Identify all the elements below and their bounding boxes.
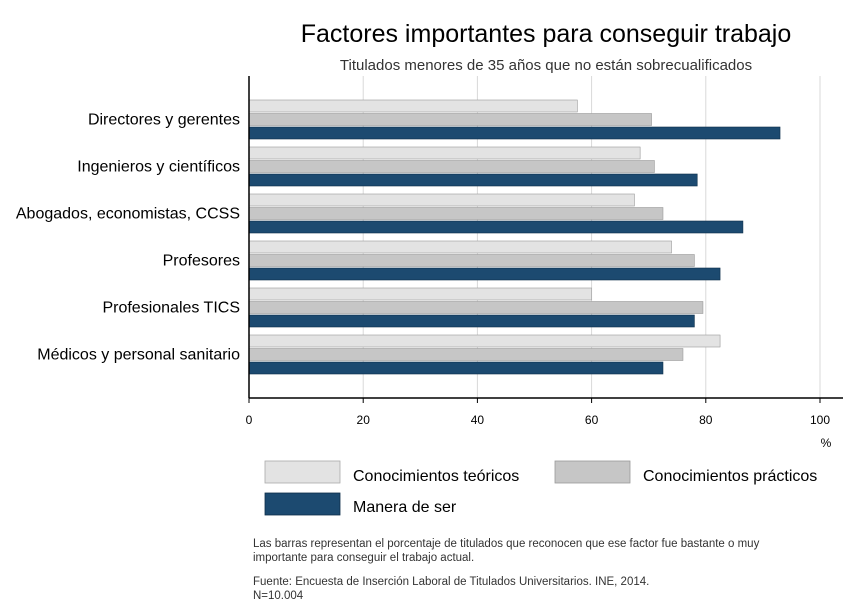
legend-label-manera: Manera de ser [353,499,457,516]
legend: Conocimientos teóricos Conocimientos prá… [264,460,817,516]
bar-ingenieros-y-cientificos-conocimientos-practicos [248,160,655,173]
x-tick-label-100: 100 [810,413,830,427]
bar-profesores-manera-de-ser [248,267,721,281]
category-label-directores-y-gerentes: Directores y gerentes [88,112,240,129]
category-label-abogados-economistas-ccss: Abogados, economistas, CCSS [16,206,240,223]
category-labels: Directores y gerentes Ingenieros y cientí… [16,112,240,364]
source-line-2: N=10.004 [253,590,304,602]
footnotes: Las barras representan el porcentaje de … [253,538,760,602]
bar-ingenieros-y-cientificos-conocimientos-teoricos [248,146,641,160]
bar-profesionales-tics-manera-de-ser [248,314,695,328]
category-label-ingenieros-y-cientificos: Ingenieros y científicos [77,159,240,176]
legend-swatch-manera [264,492,341,516]
bars [248,99,781,375]
bar-directores-y-gerentes-manera-de-ser [248,126,781,140]
chart-subtitle: Titulados menores de 35 años que no está… [340,57,752,74]
x-tick-label-40: 40 [471,413,485,427]
note-line-1: Las barras representan el porcentaje de … [253,538,760,550]
category-label-medicos-y-personal-sanitario: Médicos y personal sanitario [37,347,240,364]
x-axis-label: % [821,436,832,450]
legend-label-practicos: Conocimientos prácticos [643,468,817,485]
bar-ingenieros-y-cientificos-manera-de-ser [248,173,698,187]
x-tick-label-80: 80 [699,413,713,427]
bar-medicos-y-personal-sanitario-conocimientos-practicos [248,348,684,361]
bar-profesionales-tics-conocimientos-teoricos [248,287,592,301]
legend-label-teoricos: Conocimientos teóricos [353,468,519,485]
x-tick-label-60: 60 [585,413,599,427]
bar-abogados-economistas-ccss-conocimientos-teoricos [248,193,635,207]
note-line-2: importante para conseguir el trabajo act… [253,552,474,564]
category-label-profesores: Profesores [163,253,240,270]
bar-abogados-economistas-ccss-manera-de-ser [248,220,744,234]
chart-title: Factores importantes para conseguir trab… [301,20,792,48]
legend-swatch-teoricos [264,460,341,484]
bar-profesionales-tics-conocimientos-practicos [248,301,704,314]
bar-medicos-y-personal-sanitario-conocimientos-teoricos [248,334,721,348]
legend-swatch-practicos [554,460,631,484]
source-line-1: Fuente: Encuesta de Inserción Laboral de… [253,576,649,588]
bar-abogados-economistas-ccss-conocimientos-practicos [248,207,664,220]
bar-medicos-y-personal-sanitario-manera-de-ser [248,361,664,375]
bar-profesores-conocimientos-teoricos [248,240,672,254]
x-tick-label-0: 0 [246,413,253,427]
bar-directores-y-gerentes-conocimientos-teoricos [248,99,578,113]
bar-directores-y-gerentes-conocimientos-practicos [248,113,652,126]
x-ticks: 0 20 40 60 80 100 [246,398,830,427]
bar-profesores-conocimientos-practicos [248,254,695,267]
category-label-profesionales-tics: Profesionales TICS [102,300,240,317]
x-tick-label-20: 20 [357,413,371,427]
